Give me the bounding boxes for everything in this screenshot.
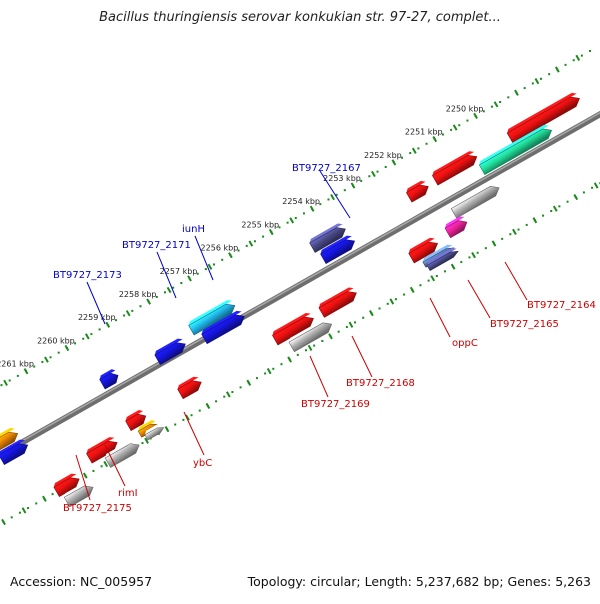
gene-feature[interactable] — [317, 285, 359, 318]
scale-label: 2255 kbp — [241, 220, 279, 229]
gene-feature[interactable] — [104, 438, 142, 468]
gene-label-plus[interactable]: BT9727_2173 — [53, 270, 122, 281]
gene-feature[interactable] — [98, 368, 121, 390]
gene-label-minus[interactable]: BT9727_2164 — [527, 300, 596, 311]
scale-label: 2260 kbp — [37, 336, 75, 345]
gene-label-minus[interactable]: ybC — [193, 458, 212, 469]
scale-label: 2253 kbp — [323, 174, 361, 183]
gene-feature[interactable] — [143, 422, 165, 441]
gene-feature[interactable] — [444, 215, 470, 239]
gene-label-plus[interactable]: BT9727_2171 — [122, 240, 191, 251]
gene-feature[interactable] — [431, 149, 480, 186]
gene-feature[interactable] — [319, 234, 357, 264]
accession-text: Accession: NC_005957 — [10, 574, 153, 589]
gene-feature[interactable] — [176, 375, 204, 400]
gene-feature[interactable] — [271, 311, 316, 346]
gene-feature[interactable] — [478, 123, 554, 175]
gene-feature[interactable] — [153, 337, 188, 365]
scale-line-upper — [0, 49, 592, 387]
scale-label: 2259 kbp — [78, 313, 116, 322]
scale-label: 2261 kbp — [0, 360, 34, 369]
gene-feature[interactable] — [506, 91, 582, 144]
scale-label: 2254 kbp — [282, 197, 320, 206]
genome-summary-text: Topology: circular; Length: 5,237,682 bp… — [247, 574, 591, 589]
map-title: Bacillus thuringiensis serovar konkukian… — [99, 10, 501, 25]
scale-label: 2258 kbp — [119, 290, 157, 299]
scale-label: 2257 kbp — [160, 267, 198, 276]
scale-label: 2250 kbp — [446, 104, 484, 113]
gene-label-plus[interactable]: iunH — [182, 224, 205, 235]
gene-feature[interactable] — [52, 472, 82, 498]
gene-feature[interactable] — [287, 317, 334, 353]
gene-feature[interactable] — [407, 236, 440, 264]
gene-feature[interactable] — [450, 180, 502, 219]
feature-arrows — [0, 91, 582, 508]
gene-feature[interactable] — [405, 179, 431, 203]
gene-label-minus[interactable]: BT9727_2169 — [301, 399, 370, 410]
genome-backbone — [0, 110, 600, 459]
gene-feature[interactable] — [187, 298, 237, 336]
gene-label-plus[interactable]: BT9727_2167 — [292, 163, 361, 174]
gene-label-minus[interactable]: BT9727_2175 — [63, 503, 132, 514]
gene-feature[interactable] — [426, 246, 460, 272]
gene-feature[interactable] — [85, 435, 120, 464]
gene-feature[interactable] — [124, 409, 148, 432]
scale-label: 2251 kbp — [405, 128, 443, 137]
gene-feature[interactable] — [0, 426, 20, 453]
gene-label-minus[interactable]: rimI — [118, 488, 138, 499]
gene-label-minus[interactable]: BT9727_2165 — [490, 319, 559, 330]
gene-label-minus[interactable]: oppC — [452, 338, 478, 349]
scale-label: 2252 kbp — [364, 151, 402, 160]
scale-label: 2256 kbp — [201, 244, 239, 253]
gene-feature[interactable] — [200, 309, 247, 345]
gene-feature[interactable] — [308, 222, 348, 253]
gene-feature[interactable] — [0, 438, 30, 466]
gene-label-minus[interactable]: BT9727_2168 — [346, 378, 415, 389]
gene-feature[interactable] — [63, 480, 96, 508]
